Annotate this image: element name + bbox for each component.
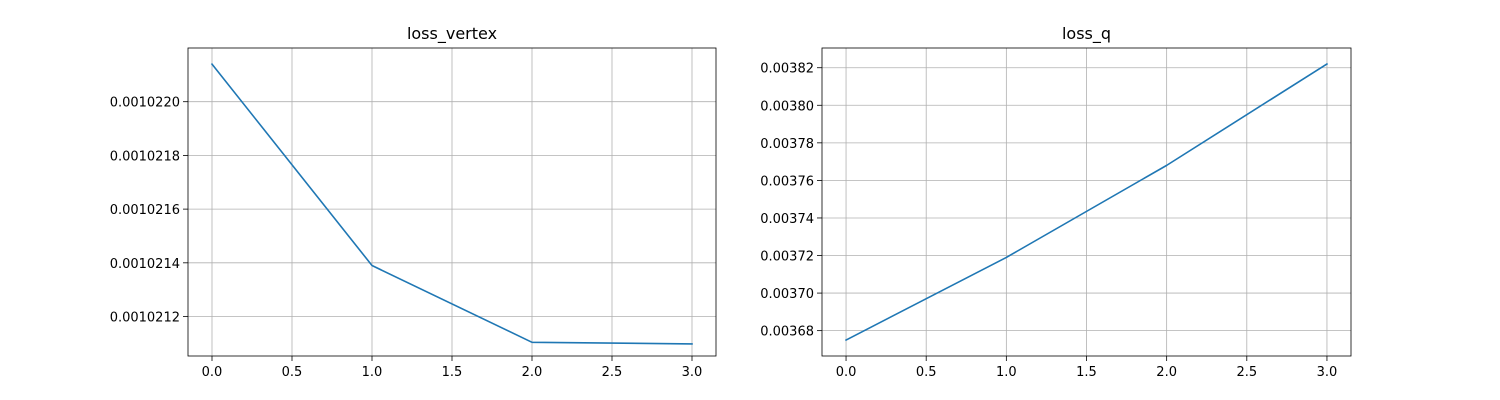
x-tick-label: 0.0 (202, 365, 223, 380)
chart-0: 0.0 0.5 1.0 1.5 2.0 2.5 3.0 0.0010212 0.0010214 0… (110, 24, 717, 380)
y-tick-label: 0.00368 (760, 325, 814, 340)
y-tick-label: 0.00378 (760, 137, 814, 152)
x-tick-label: 0.5 (916, 365, 937, 380)
chart-title: loss_vertex (407, 24, 497, 44)
x-tick-label: 1.0 (362, 365, 383, 380)
x-tick-label: 3.0 (1317, 365, 1338, 380)
x-tick-label: 0.5 (282, 365, 303, 380)
y-tick-label: 0.0010218 (110, 149, 180, 164)
y-tick-label: 0.0010216 (110, 203, 180, 218)
y-tick-label: 0.0010212 (110, 311, 180, 326)
x-tick-label: 1.5 (442, 365, 463, 380)
chart-title: loss_q (1062, 24, 1111, 44)
y-tick-label: 0.00382 (760, 62, 814, 77)
x-tick-label: 2.0 (1156, 365, 1177, 380)
x-tick-label: 2.0 (522, 365, 543, 380)
y-tick-label: 0.00372 (760, 250, 814, 265)
x-tick-label: 2.5 (602, 365, 623, 380)
series-line (844, 62, 1329, 342)
x-tick-label: 2.5 (1236, 365, 1257, 380)
x-tick-label: 1.5 (1076, 365, 1097, 380)
y-tick-label: 0.00376 (760, 174, 814, 189)
y-tick-label: 0.00370 (760, 287, 814, 302)
x-tick-label: 0.0 (836, 365, 857, 380)
y-tick-label: 0.0010220 (110, 96, 180, 111)
y-tick-label: 0.00380 (760, 99, 814, 114)
x-tick-label: 1.0 (996, 365, 1017, 380)
x-tick-label: 3.0 (682, 365, 703, 380)
series-line (210, 62, 693, 345)
chart-1: 0.0 0.5 1.0 1.5 2.0 2.5 3.0 0.00368 0.00370 0.003… (760, 24, 1352, 380)
y-tick-label: 0.00374 (760, 212, 814, 227)
y-tick-label: 0.0010214 (110, 257, 180, 272)
